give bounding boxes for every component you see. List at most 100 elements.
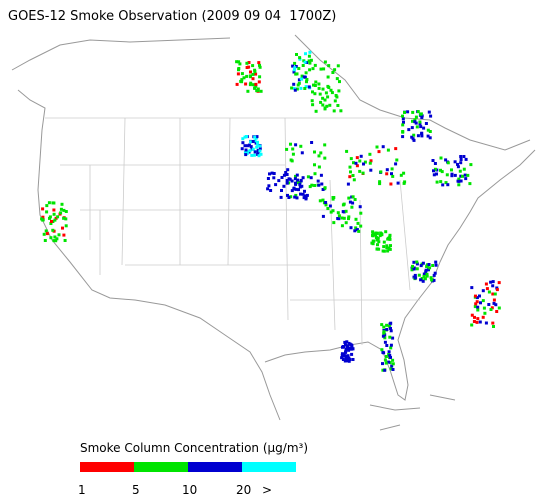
smoke-pixel [383,336,387,340]
smoke-pixel [348,175,352,179]
smoke-pixel [466,173,470,177]
smoke-pixel [489,308,493,311]
smoke-pixel [48,216,51,220]
smoke-pixel [309,176,313,180]
smoke-pixel [259,152,263,156]
smoke-pixel [272,176,276,180]
smoke-pixel [459,174,463,178]
smoke-pixel [377,240,381,244]
smoke-pixel [478,294,481,298]
smoke-pixel [252,153,256,157]
smoke-pixel [325,104,329,108]
smoke-pixel [345,149,349,153]
smoke-pixel [327,86,331,89]
smoke-pixel [296,178,300,182]
smoke-pixel [354,217,358,221]
smoke-pixel [379,232,383,236]
legend-title: Smoke Column Concentration (μg/m³) [80,441,308,455]
smoke-pixel [299,77,303,81]
smoke-pixel [470,286,474,290]
smoke-pixel [382,240,386,244]
smoke-pixel [292,68,296,72]
smoke-pixel [307,59,311,63]
smoke-pixel [379,170,383,174]
smoke-pixel [387,360,391,364]
smoke-pixel [433,167,437,171]
smoke-pixel [305,61,309,64]
smoke-pixel [380,323,384,327]
smoke-pixel [415,125,419,129]
smoke-pixel [382,249,386,253]
smoke-pixel [357,229,361,233]
smoke-pixel [292,82,296,86]
smoke-pixel [270,171,274,175]
smoke-pixel [435,180,439,184]
smoke-pixel [314,109,318,113]
smoke-pixel [420,134,424,138]
smoke-pixel [294,193,298,197]
smoke-pixel [476,305,480,309]
smoke-pixel [47,201,51,205]
smoke-pixel [42,232,46,236]
smoke-pixel [303,87,307,90]
smoke-pixel [329,88,333,92]
smoke-pixel [425,272,429,276]
smoke-pixel [369,168,373,172]
smoke-pixel [308,185,312,189]
smoke-pixel [245,74,249,78]
smoke-pixel [473,315,476,319]
smoke-pixel [453,173,457,177]
smoke-pixel [483,311,487,315]
smoke-pixel [390,167,394,171]
smoke-pixel [494,303,498,307]
smoke-pixel [327,64,331,68]
smoke-pixel [308,68,312,72]
smoke-pixel [237,60,241,64]
smoke-pixel [293,195,297,199]
smoke-pixel [491,284,495,288]
smoke-pixel [247,65,251,69]
smoke-pixel [64,217,68,221]
smoke-pixel [322,67,326,71]
smoke-pixel [457,183,461,187]
smoke-pixel [41,215,45,219]
smoke-pixel [43,239,47,242]
map-title: GOES-12 Smoke Observation (2009 09 04 17… [8,9,336,24]
smoke-pixel [348,200,352,204]
smoke-pixel [310,183,314,187]
smoke-pixel [235,60,239,64]
smoke-pixel [479,301,482,305]
smoke-pixel [295,181,299,185]
smoke-pixel [296,83,300,87]
smoke-pixel [303,194,307,198]
smoke-pixel [388,361,392,365]
smoke-pixel [301,176,305,180]
smoke-pixel [420,116,424,119]
smoke-pixel [446,161,450,165]
smoke-pixel [491,292,495,296]
smoke-pixel [481,289,485,293]
smoke-pixel [329,210,333,214]
smoke-pixel [462,167,466,171]
smoke-pixel [388,237,392,241]
smoke-pixel [285,173,289,176]
smoke-pixel [490,306,494,310]
smoke-pixel [422,274,426,278]
smoke-pixel [344,221,348,225]
smoke-pixel [377,247,381,251]
smoke-pixel [351,174,355,177]
smoke-pixel [256,148,260,152]
smoke-pixel [410,135,414,139]
smoke-pixel [475,296,479,300]
smoke-pixel [333,68,337,72]
smoke-pixel [307,54,311,58]
smoke-pixel [289,195,293,199]
smoke-pixel [49,222,53,225]
smoke-pixel [299,178,303,182]
smoke-pixel [491,321,495,325]
smoke-pixel [323,60,327,64]
smoke-pixel [388,233,392,237]
smoke-pixel [345,356,349,360]
smoke-pixel [383,358,387,362]
legend-label: > [262,483,272,497]
